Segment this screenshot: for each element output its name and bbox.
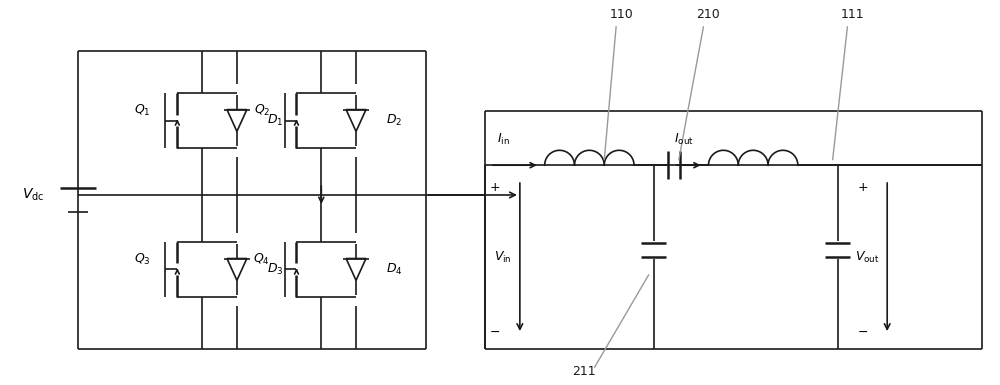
- Text: 210: 210: [697, 8, 720, 21]
- Text: $+$: $+$: [857, 181, 868, 194]
- Text: $I_{\rm in}$: $I_{\rm in}$: [497, 132, 509, 147]
- Text: $V_{\rm dc}$: $V_{\rm dc}$: [22, 187, 45, 203]
- Text: $-$: $-$: [857, 325, 868, 338]
- Text: 110: 110: [609, 8, 633, 21]
- Text: $D_4$: $D_4$: [386, 262, 402, 277]
- Text: $Q_2$: $Q_2$: [254, 103, 270, 118]
- Text: $-$: $-$: [489, 325, 501, 338]
- Text: $D_2$: $D_2$: [386, 113, 402, 128]
- Text: $Q_3$: $Q_3$: [134, 252, 151, 267]
- Text: 211: 211: [573, 365, 596, 378]
- Text: $V_{\rm out}$: $V_{\rm out}$: [855, 249, 879, 264]
- Text: $D_3$: $D_3$: [267, 262, 283, 277]
- Text: $+$: $+$: [489, 181, 501, 194]
- Text: 111: 111: [841, 8, 864, 21]
- Text: $Q_1$: $Q_1$: [134, 103, 151, 118]
- Text: $I_{\rm out}$: $I_{\rm out}$: [674, 132, 694, 147]
- Text: $V_{\rm in}$: $V_{\rm in}$: [494, 249, 512, 264]
- Text: $Q_4$: $Q_4$: [253, 252, 270, 267]
- Text: $D_1$: $D_1$: [267, 113, 283, 128]
